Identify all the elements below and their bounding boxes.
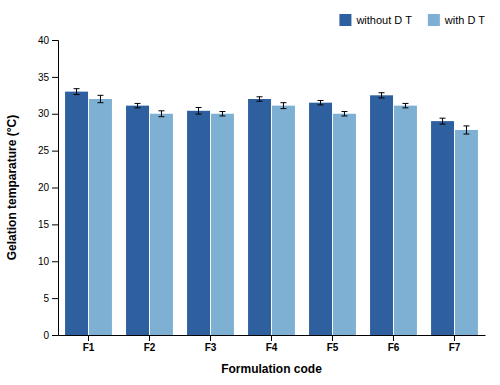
bar <box>211 114 234 335</box>
y-tick-mark <box>52 224 58 225</box>
y-tick-label: 40 <box>38 35 50 46</box>
x-tick-label: F7 <box>449 342 461 353</box>
legend-swatch <box>339 14 351 26</box>
y-tick-mark <box>52 114 58 115</box>
y-tick-label: 25 <box>38 145 50 156</box>
x-tick-mark <box>88 335 89 341</box>
marks <box>65 89 478 335</box>
error-bar <box>341 112 347 116</box>
error-bar <box>280 103 286 109</box>
y-tick: 0 <box>43 330 58 341</box>
error-bar <box>158 111 164 117</box>
x-tick-mark <box>149 335 150 341</box>
bar <box>150 114 173 335</box>
bar <box>455 130 478 335</box>
error-bar <box>257 97 263 101</box>
x-tick-mark <box>271 335 272 341</box>
y-tick-label: 10 <box>38 256 50 267</box>
legend-item: without D T <box>339 14 412 26</box>
x-tick-mark <box>332 335 333 341</box>
x-tick: F3 <box>205 335 217 353</box>
bar <box>248 99 271 335</box>
y-tick: 5 <box>43 293 58 304</box>
y-tick: 10 <box>38 256 58 267</box>
error-bar <box>379 93 385 98</box>
y-tick-mark <box>52 261 58 262</box>
chart: 0 5 10 15 20 25 30 35 40 F1 F2 F3 F4 F5 F6 F7 Formulatio… <box>0 0 500 385</box>
error-bars <box>97 95 469 134</box>
series <box>65 92 454 335</box>
bar <box>431 121 454 335</box>
x-tick: F6 <box>388 335 400 353</box>
y-tick-label: 20 <box>38 182 50 193</box>
x-tick-label: F2 <box>144 342 156 353</box>
x-tick: F7 <box>449 335 461 353</box>
error-bar <box>219 112 225 116</box>
y-tick: 15 <box>38 219 58 230</box>
y-tick-mark <box>52 188 58 189</box>
x-tick-label: F4 <box>266 342 278 353</box>
y-tick-label: 35 <box>38 72 50 83</box>
y-axis: 0 5 10 15 20 25 30 35 40 <box>38 35 59 341</box>
y-tick-mark <box>52 151 58 152</box>
legend-label: without D T <box>355 14 412 26</box>
x-tick-mark <box>210 335 211 341</box>
y-tick-label: 15 <box>38 219 50 230</box>
legend-label: with D T <box>444 14 485 26</box>
error-bar <box>74 89 80 95</box>
error-bars <box>74 89 446 124</box>
y-axis-line <box>52 41 59 336</box>
error-bar <box>318 100 324 104</box>
y-tick-label: 30 <box>38 108 50 119</box>
x-tick: F5 <box>327 335 339 353</box>
legend-swatch <box>428 14 440 26</box>
x-tick: F1 <box>83 335 95 353</box>
x-tick-mark <box>454 335 455 341</box>
bar <box>187 111 210 335</box>
error-bar <box>97 95 103 102</box>
x-tick: F2 <box>144 335 156 353</box>
error-bar <box>463 126 469 134</box>
y-axis-title: Gelation temparature (°C) <box>5 115 19 261</box>
y-tick: 20 <box>38 182 58 193</box>
bar <box>126 106 149 335</box>
bar <box>370 95 393 335</box>
y-tick-label: 5 <box>43 293 49 304</box>
x-tick-mark <box>393 335 394 341</box>
x-tick-label: F1 <box>83 342 95 353</box>
x-axis-title: Formulation code <box>221 362 322 376</box>
series <box>89 99 478 335</box>
bar <box>89 99 112 335</box>
error-bar <box>135 103 141 107</box>
y-tick: 35 <box>38 72 58 83</box>
bar <box>309 103 332 335</box>
y-tick-label: 0 <box>43 330 49 341</box>
error-bar <box>196 107 202 114</box>
y-tick: 40 <box>38 35 58 46</box>
y-tick-mark <box>52 335 58 336</box>
bar <box>333 114 356 335</box>
bar <box>272 106 295 335</box>
x-axis: F1 F2 F3 F4 F5 F6 F7 <box>59 335 486 353</box>
y-tick: 30 <box>38 108 58 119</box>
error-bar <box>402 103 408 107</box>
y-tick: 25 <box>38 145 58 156</box>
y-tick-mark <box>52 40 58 41</box>
x-tick-label: F3 <box>205 342 217 353</box>
plot: 0 5 10 15 20 25 30 35 40 F1 F2 F3 F4 F5 F6 F7 <box>38 35 486 353</box>
error-bar <box>440 118 446 124</box>
bar <box>394 106 417 335</box>
bar <box>65 92 88 335</box>
y-tick-mark <box>52 77 58 78</box>
x-tick-label: F5 <box>327 342 339 353</box>
legend: without D T with D T <box>339 14 485 26</box>
x-tick: F4 <box>266 335 278 353</box>
x-tick-label: F6 <box>388 342 400 353</box>
y-tick-mark <box>52 298 58 299</box>
legend-item: with D T <box>428 14 485 26</box>
